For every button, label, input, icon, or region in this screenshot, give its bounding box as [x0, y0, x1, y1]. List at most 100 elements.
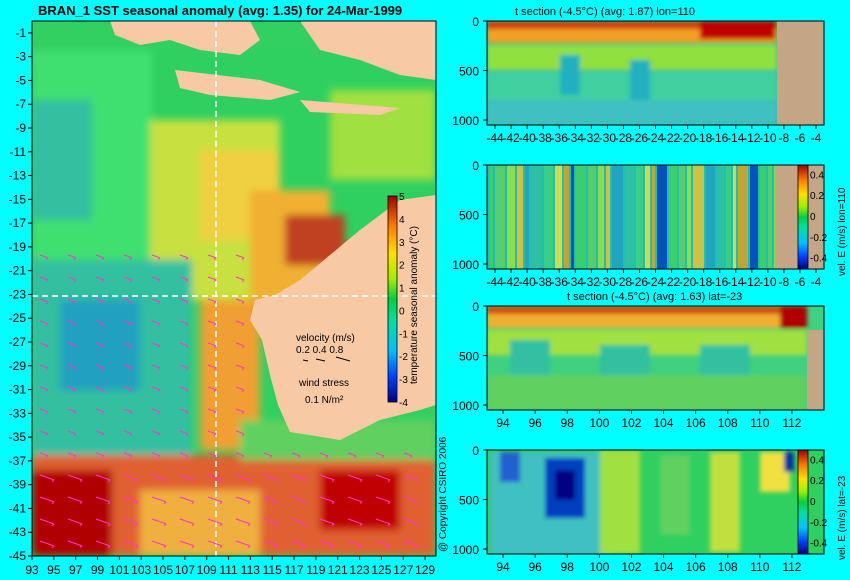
- vector-arrow: [319, 496, 335, 505]
- vector-arrow: [123, 298, 133, 305]
- vector-arrow: [291, 474, 307, 483]
- section-x-tick-label: -10: [759, 131, 777, 145]
- vector-arrow: [319, 474, 335, 483]
- vector-arrow: [151, 276, 161, 283]
- vector-arrow: [95, 298, 105, 305]
- vector-arrow: [403, 474, 419, 483]
- section-x-tick-label: 106: [686, 416, 706, 430]
- wind-label: wind stress: [298, 378, 349, 389]
- map-x-tick-label: 97: [69, 563, 83, 577]
- vel-colorbar-tick-label: 0.2: [810, 191, 824, 202]
- velocity-values: 0.2 0.4 0.8: [296, 345, 344, 356]
- vector-arrow: [151, 408, 161, 415]
- vector-arrow: [95, 430, 105, 437]
- vector-arrow: [179, 342, 189, 349]
- velocity-legend: velocity (m/s) 0.2 0.4 0.8 wind stress 0…: [296, 333, 355, 406]
- colorbar-tick-label: -4: [399, 398, 408, 409]
- colorbar-tick-label: -1: [399, 329, 408, 340]
- map-y-tick-label: -11: [10, 145, 27, 159]
- vector-arrow: [207, 386, 217, 393]
- vector-arrow: [95, 342, 105, 349]
- vector-arrow: [375, 518, 391, 527]
- vector-arrow: [207, 276, 217, 283]
- vector-arrow: [207, 540, 223, 549]
- vector-arrow: [179, 320, 189, 327]
- section-x-tick-label: -16: [711, 131, 729, 145]
- section-x-tick-label: -4: [811, 131, 822, 145]
- vel-e-section-lon110-panel: -44-42-40-38-36-34-32-30-28-26-24-22-20-…: [452, 159, 848, 289]
- section-x-tick-label: -28: [615, 275, 633, 289]
- section-x-tick-label: -42: [502, 131, 520, 145]
- vector-arrow: [347, 518, 363, 527]
- vector-arrow: [207, 430, 217, 437]
- section-x-tick-label: -18: [695, 275, 713, 289]
- section-x-tick-label: -44: [486, 131, 504, 145]
- velocity-scale-arrows: [302, 356, 351, 362]
- map-y-tick-label: -35: [9, 430, 27, 444]
- section-x-tick-label: 112: [782, 416, 801, 430]
- map-y-tick-label: -3: [15, 50, 26, 64]
- section-x-tick-label: -22: [663, 131, 681, 145]
- vector-arrow: [151, 254, 161, 261]
- vector-arrow: [207, 408, 217, 415]
- map-x-tick-label: 123: [350, 563, 370, 577]
- section-x-tick-label: -18: [695, 131, 713, 145]
- colorbar-tick-label: -2: [399, 352, 408, 363]
- map-y-tick-label: -13: [9, 169, 27, 183]
- section-x-tick-label: -38: [534, 131, 552, 145]
- vector-arrow: [39, 496, 55, 505]
- section-x-tick-label: 104: [654, 560, 674, 574]
- vector-arrow: [235, 408, 245, 415]
- map-y-tick-label: -39: [9, 478, 27, 492]
- section-x-tick-label: -20: [679, 275, 697, 289]
- vel-colorbar-lat-label: vel. E (m/s) lat=-23: [837, 475, 848, 560]
- map-y-tick-label: -41: [9, 501, 27, 515]
- vector-arrow: [123, 474, 139, 483]
- section-x-tick-label: -26: [631, 275, 649, 289]
- section-x-tick-label: -34: [567, 275, 585, 289]
- map-y-tick-label: -23: [9, 287, 27, 301]
- t-section-lat-23-panel: 94 96 98 100 102 104 106 108 110 112 0 500 1000: [452, 300, 825, 430]
- section-x-tick-label: 96: [528, 560, 542, 574]
- vector-arrow: [263, 496, 279, 505]
- vel-colorbar-tick-label: -0.2: [810, 233, 828, 244]
- map-y-tick-label: -25: [9, 311, 27, 325]
- colorbar-tick-label: 0: [399, 306, 405, 317]
- sst-colorbar: 5 4 3 2 1 0 -1 -2 -3 -4 temperature seasonal anom…: [387, 192, 420, 409]
- vector-arrow: [179, 518, 195, 527]
- vector-arrow: [291, 452, 301, 459]
- vector-arrow: [179, 452, 189, 459]
- section-y-tick-label: 0: [472, 159, 479, 173]
- vector-arrow: [67, 408, 77, 415]
- section-x-tick-label: 102: [621, 560, 641, 574]
- section-x-tick-label: -16: [711, 275, 729, 289]
- vector-arrow: [39, 298, 49, 305]
- vector-arrow: [39, 452, 49, 459]
- map-x-tick-label: 101: [109, 563, 129, 577]
- vector-arrow: [403, 540, 419, 549]
- section-x-tick-label: 102: [621, 416, 641, 430]
- vector-arrow: [123, 518, 139, 527]
- vector-arrow: [235, 386, 245, 393]
- vector-arrow: [67, 386, 77, 393]
- vector-arrow: [39, 276, 49, 283]
- vector-arrow: [95, 408, 105, 415]
- vector-arrow: [235, 474, 251, 483]
- map-y-tick-label: -29: [9, 359, 27, 373]
- vector-arrow: [207, 364, 217, 371]
- vector-arrow: [235, 320, 245, 327]
- vel-colorbar-tick-label: -0.4: [810, 254, 828, 265]
- vector-arrow: [235, 298, 245, 305]
- vel-colorbar-lat: [797, 449, 809, 555]
- t-section-lon110-panel: -44-42-40-38-36-34-32-30-28-26-24-22-20-…: [452, 15, 825, 145]
- vector-arrow: [67, 496, 83, 505]
- vector-arrow: [403, 518, 419, 527]
- section-x-tick-label: -4: [811, 275, 822, 289]
- vector-arrow: [151, 320, 161, 327]
- vector-arrow: [375, 496, 391, 505]
- vector-arrow: [179, 540, 195, 549]
- vector-arrow: [67, 342, 77, 349]
- section-y-tick-label: 1000: [452, 399, 479, 413]
- map-x-tick-label: 113: [241, 563, 260, 577]
- map-y-tick-label: -19: [9, 240, 27, 254]
